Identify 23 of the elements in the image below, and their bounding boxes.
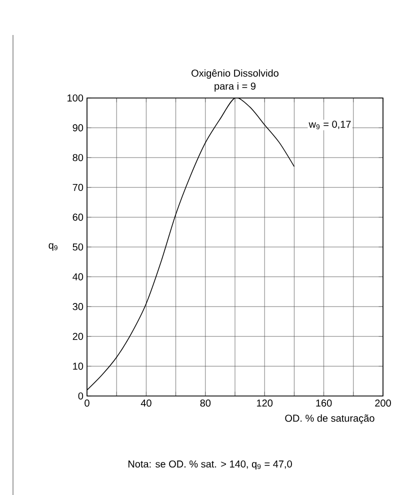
chart-subtitle: para i = 9 <box>214 82 256 92</box>
y-tick-label: 90 <box>72 124 84 132</box>
text: Nota: se OD. % sat. > 140, q$_{9}$ = 47,0 <box>128 460 292 470</box>
chart-title: Oxigênio Dissolvido <box>192 69 278 79</box>
x-tick-label: 120 <box>257 400 273 407</box>
y-tick-label: 100 <box>68 94 84 102</box>
y-tick-label: 60 <box>72 214 84 221</box>
y-tick-label: 70 <box>72 184 84 191</box>
y-tick-label: 80 <box>72 154 84 162</box>
annotation: w$_{9}$ = 0,17 <box>308 120 351 130</box>
y-tick-label: 30 <box>72 303 84 310</box>
y-tick-label: 20 <box>72 332 84 340</box>
x-tick-label: 40 <box>140 400 152 407</box>
x-tick-label: 160 <box>316 400 332 407</box>
x-axis-title: OD. % de saturação <box>285 414 374 424</box>
y-tick-label: 0 <box>78 392 84 400</box>
y-tick-label: 50 <box>72 243 84 251</box>
y-axis-title: q$_{9}$ <box>48 243 58 251</box>
x-tick-label: 200 <box>375 400 391 407</box>
x-tick-label: 80 <box>200 400 211 407</box>
y-tick-label: 10 <box>73 362 84 370</box>
y-tick-label: 40 <box>72 273 84 280</box>
x-tick-label: 0 <box>84 400 90 407</box>
